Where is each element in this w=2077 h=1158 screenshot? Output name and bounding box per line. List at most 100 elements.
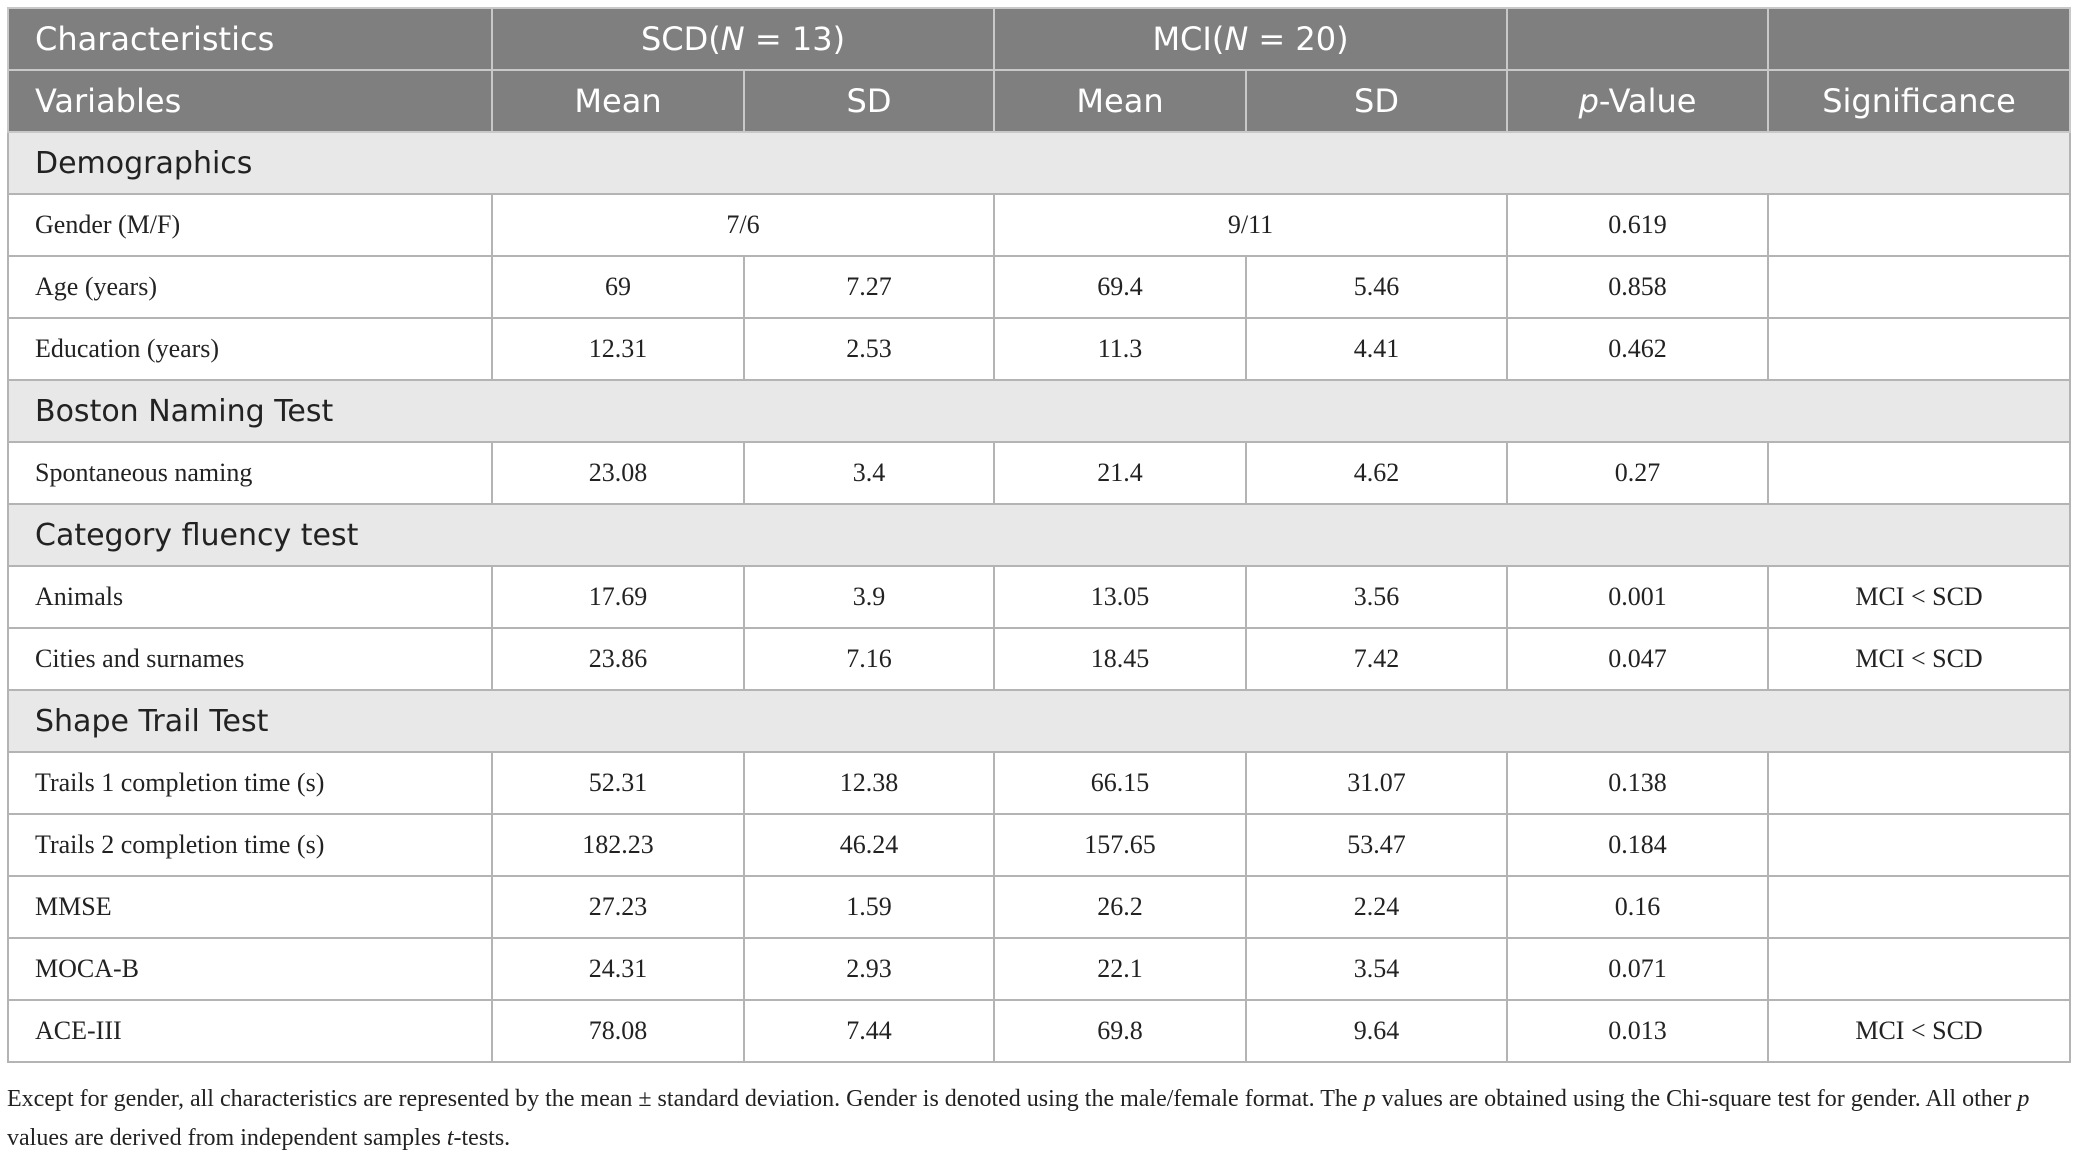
- value-cell: 66.15: [993, 751, 1248, 815]
- table-body: Characteristics SCD(N = 13) MCI(N = 20) …: [6, 7, 2072, 1063]
- value-cell: 1.59: [742, 875, 996, 939]
- row-label: Cities and surnames: [7, 627, 493, 691]
- significance: [1767, 875, 2072, 939]
- value-cell: 24.31: [491, 937, 745, 1001]
- footnote-text: Except for gender, all characteristics a…: [7, 1086, 1364, 1112]
- data-row: MMSE 27.23 1.59 26.2 2.24 0.16: [7, 875, 2072, 939]
- header-text: MCI(: [1152, 20, 1225, 58]
- significance: [1767, 813, 2072, 877]
- value-cell: 23.08: [491, 441, 745, 505]
- row-label: Animals: [7, 565, 493, 629]
- header-cell: SD: [1245, 69, 1509, 133]
- value-cell: 3.9: [742, 565, 996, 629]
- row-label: ACE-III: [7, 999, 493, 1063]
- row-label: Trails 1 completion time (s): [7, 751, 493, 815]
- value-cell: 69.4: [993, 255, 1248, 319]
- value-cell: 23.86: [491, 627, 745, 691]
- section-row: Shape Trail Test: [6, 689, 2072, 753]
- header-cell: Characteristics: [7, 7, 493, 71]
- section-row: Demographics: [6, 131, 2072, 195]
- significance: [1767, 937, 2072, 1001]
- p-value: 0.27: [1506, 441, 1770, 505]
- value-cell: 13.05: [993, 565, 1248, 629]
- row-label: MMSE: [7, 875, 493, 939]
- p-value: 0.013: [1506, 999, 1770, 1063]
- section-title: Shape Trail Test: [6, 689, 2072, 753]
- value-cell: 53.47: [1245, 813, 1509, 877]
- header-cell: SD: [742, 69, 996, 133]
- significance: [1767, 255, 2072, 319]
- header-cell: [1767, 7, 2072, 71]
- value-cell: 52.31: [491, 751, 745, 815]
- data-row: Education (years) 12.31 2.53 11.3 4.41 0.462: [7, 317, 2072, 381]
- header-text: = 20): [1248, 20, 1349, 58]
- p-value: 0.047: [1506, 627, 1770, 691]
- header-text: SCD(: [640, 20, 721, 58]
- value-cell: 3.56: [1245, 565, 1509, 629]
- value-cell: 157.65: [993, 813, 1248, 877]
- significance: MCI < SCD: [1767, 999, 2072, 1063]
- value-cell: 7.44: [742, 999, 996, 1063]
- footnote-text: values are obtained using the Chi-square…: [1375, 1086, 2018, 1112]
- value-cell: 2.24: [1245, 875, 1509, 939]
- value-cell: 2.53: [742, 317, 996, 381]
- data-row: MOCA-B 24.31 2.93 22.1 3.54 0.071: [7, 937, 2072, 1001]
- value-cell: 27.23: [491, 875, 745, 939]
- value-cell: 4.41: [1245, 317, 1509, 381]
- data-row: ACE-III 78.08 7.44 69.8 9.64 0.013 MCI < SCD: [7, 999, 2072, 1063]
- value-cell: 7/6: [490, 193, 996, 257]
- significance: [1767, 441, 2072, 505]
- data-row: Animals 17.69 3.9 13.05 3.56 0.001 MCI < SCD: [7, 565, 2072, 629]
- row-label: Age (years): [7, 255, 493, 319]
- row-label: MOCA-B: [7, 937, 493, 1001]
- value-cell: 9.64: [1245, 999, 1509, 1063]
- significance: MCI < SCD: [1767, 565, 2072, 629]
- header-row: Variables Mean SD Mean SD p-Value Signif…: [7, 69, 2072, 133]
- footnote-text: p: [2017, 1086, 2030, 1112]
- header-text: -Value: [1598, 82, 1697, 120]
- value-cell: 7.42: [1245, 627, 1509, 691]
- header-cell: SCD(N = 13): [490, 7, 996, 71]
- header-cell: Significance: [1767, 69, 2072, 133]
- value-cell: 3.4: [742, 441, 996, 505]
- section-title: Boston Naming Test: [6, 379, 2072, 443]
- value-cell: 22.1: [993, 937, 1248, 1001]
- value-cell: 9/11: [993, 193, 1509, 257]
- value-cell: 69.8: [993, 999, 1248, 1063]
- footnote-text: values are derived from independent samp…: [7, 1125, 447, 1151]
- header-row: Characteristics SCD(N = 13) MCI(N = 20): [7, 7, 2072, 71]
- footnote-text: -tests.: [453, 1125, 511, 1151]
- value-cell: 2.93: [742, 937, 996, 1001]
- value-cell: 21.4: [993, 441, 1248, 505]
- section-row: Category fluency test: [6, 503, 2072, 567]
- value-cell: 3.54: [1245, 937, 1509, 1001]
- significance: [1767, 317, 2072, 381]
- value-cell: 17.69: [491, 565, 745, 629]
- row-label: Trails 2 completion time (s): [7, 813, 493, 877]
- header-cell: Mean: [491, 69, 745, 133]
- row-label: Education (years): [7, 317, 493, 381]
- data-row: Trails 1 completion time (s) 52.31 12.38 66…: [7, 751, 2072, 815]
- value-cell: 5.46: [1245, 255, 1509, 319]
- p-value: 0.858: [1506, 255, 1770, 319]
- value-cell: 182.23: [491, 813, 745, 877]
- value-cell: 7.27: [742, 255, 996, 319]
- header-cell: Variables: [7, 69, 493, 133]
- p-value: 0.462: [1506, 317, 1770, 381]
- p-value: 0.071: [1506, 937, 1770, 1001]
- header-cell: MCI(N = 20): [993, 7, 1509, 71]
- significance: MCI < SCD: [1767, 627, 2072, 691]
- data-row: Cities and surnames 23.86 7.16 18.45 7.42 0.0…: [7, 627, 2072, 691]
- header-cell: p-Value: [1506, 69, 1770, 133]
- data-row: Age (years) 69 7.27 69.4 5.46 0.858: [7, 255, 2072, 319]
- p-value: 0.16: [1506, 875, 1770, 939]
- header-cell: Mean: [993, 69, 1248, 133]
- significance: [1767, 193, 2072, 257]
- value-cell: 7.16: [742, 627, 996, 691]
- section-title: Category fluency test: [6, 503, 2072, 567]
- row-label: Spontaneous naming: [7, 441, 493, 505]
- header-text: = 13): [744, 20, 846, 58]
- footnote-text: p: [1363, 1086, 1376, 1112]
- value-cell: 31.07: [1245, 751, 1509, 815]
